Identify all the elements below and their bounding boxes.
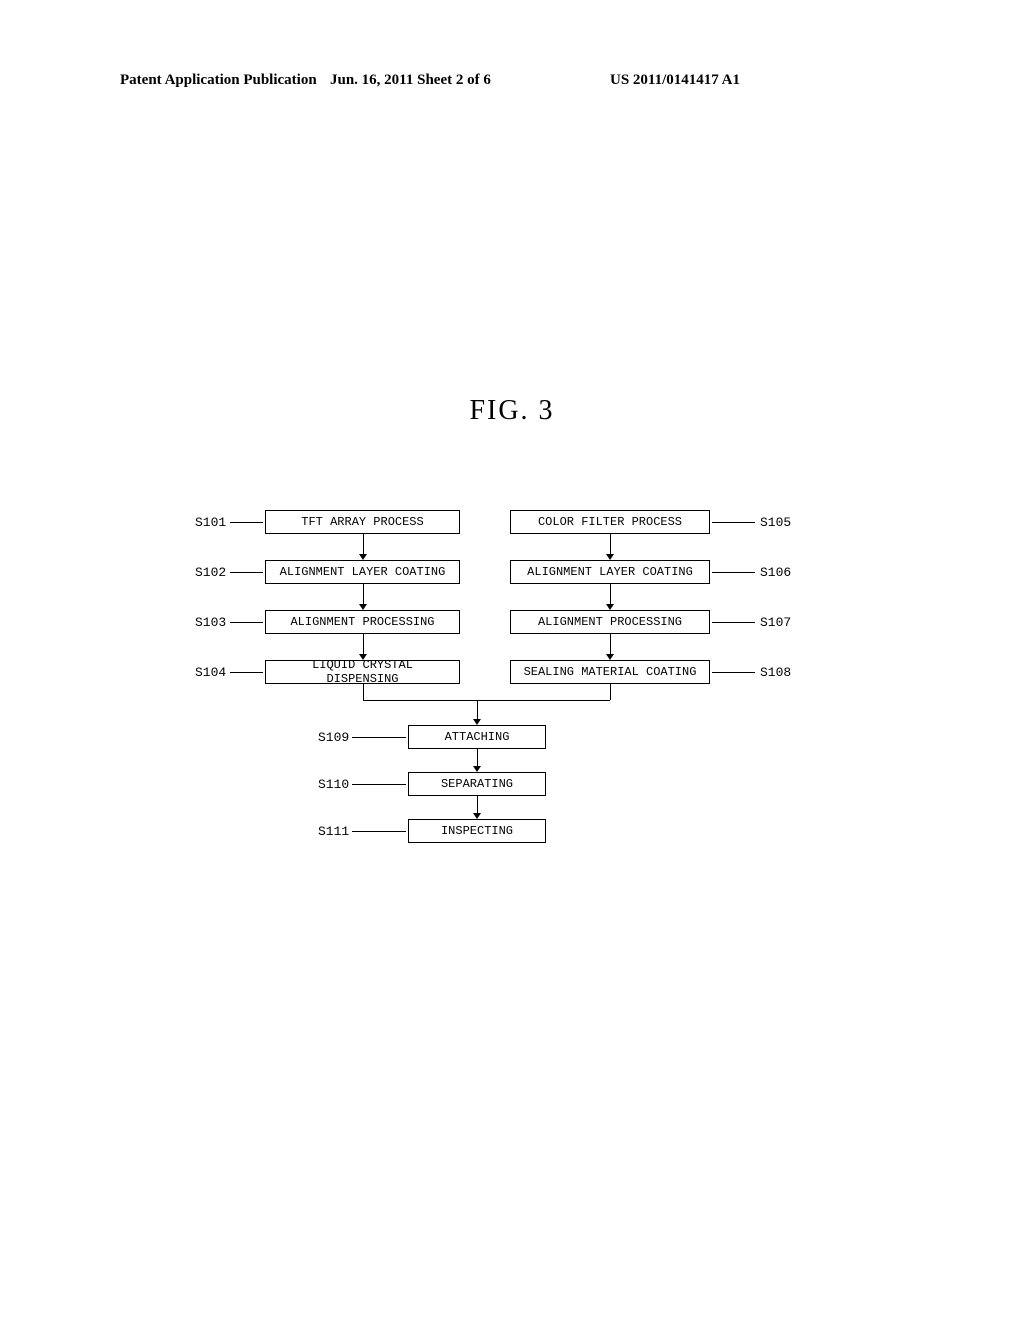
arrow-line [477,749,478,766]
flow-label-s102: S102 [195,565,226,580]
header-right: US 2011/0141417 A1 [610,72,740,89]
connector-line [610,684,611,700]
flow-label-s110: S110 [318,777,349,792]
flow-box-s103: ALIGNMENT PROCESSING [265,610,460,634]
flow-box-s109: ATTACHING [408,725,546,749]
arrow-head-icon [359,604,367,610]
arrow-head-icon [473,766,481,772]
flow-label-s111: S111 [318,824,349,839]
leader-line [712,572,755,573]
leader-line [230,572,263,573]
connector-line [363,700,611,701]
leader-line [352,784,406,785]
flow-box-s108: SEALING MATERIAL COATING [510,660,710,684]
flow-label-s103: S103 [195,615,226,630]
leader-line [352,831,406,832]
arrow-line [610,634,611,654]
arrow-head-icon [359,654,367,660]
flow-box-s101: TFT ARRAY PROCESS [265,510,460,534]
flow-label-s106: S106 [760,565,791,580]
flow-box-s107: ALIGNMENT PROCESSING [510,610,710,634]
flow-label-s107: S107 [760,615,791,630]
arrow-line [610,534,611,554]
header-left: Patent Application Publication [120,72,317,89]
flow-box-s106: ALIGNMENT LAYER COATING [510,560,710,584]
arrow-line [363,634,364,654]
leader-line [230,522,263,523]
flow-label-s105: S105 [760,515,791,530]
flow-box-s102: ALIGNMENT LAYER COATING [265,560,460,584]
flow-label-s104: S104 [195,665,226,680]
leader-line [230,622,263,623]
leader-line [230,672,263,673]
header-center: Jun. 16, 2011 Sheet 2 of 6 [330,72,491,89]
arrow-line [363,534,364,554]
leader-line [712,522,755,523]
arrow-head-icon [473,813,481,819]
flow-label-s109: S109 [318,730,349,745]
leader-line [712,672,755,673]
arrow-head-icon [606,604,614,610]
arrow-head-icon [359,554,367,560]
arrow-line [610,584,611,604]
connector-line [363,684,364,700]
flow-label-s108: S108 [760,665,791,680]
arrow-line [363,584,364,604]
figure-title: FIG. 3 [469,395,554,427]
flow-box-s105: COLOR FILTER PROCESS [510,510,710,534]
flow-box-s104: LIQUID CRYSTAL DISPENSING [265,660,460,684]
arrow-line [477,700,478,719]
arrow-line [477,796,478,813]
flow-box-s110: SEPARATING [408,772,546,796]
flow-label-s101: S101 [195,515,226,530]
flow-box-s111: INSPECTING [408,819,546,843]
leader-line [712,622,755,623]
arrow-head-icon [606,554,614,560]
arrow-head-icon [606,654,614,660]
leader-line [352,737,406,738]
